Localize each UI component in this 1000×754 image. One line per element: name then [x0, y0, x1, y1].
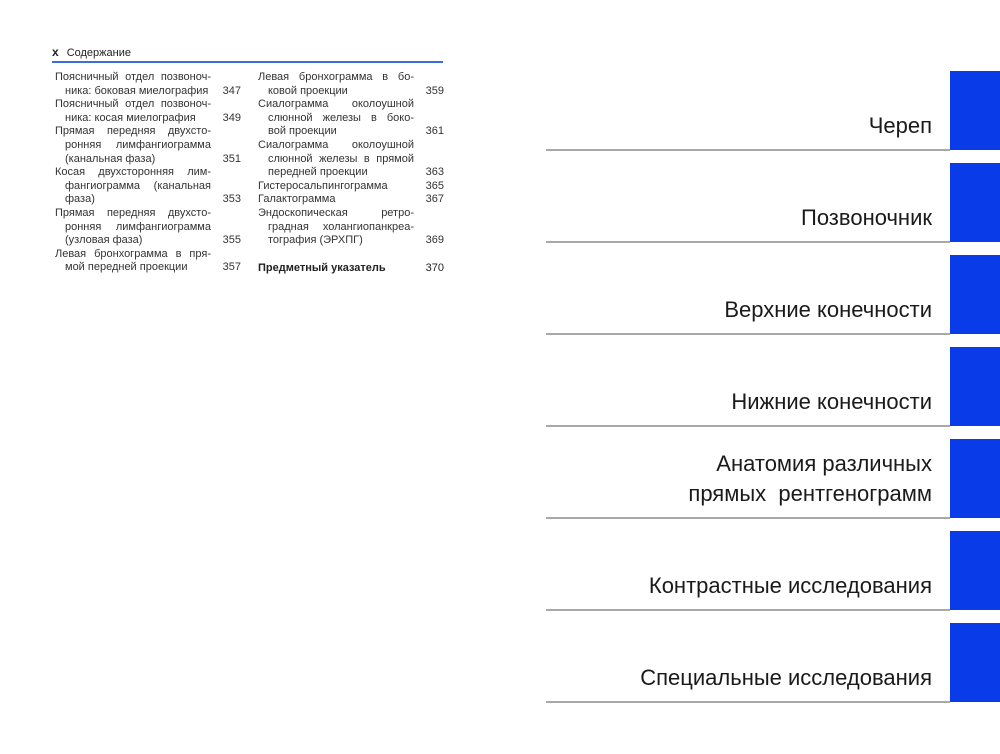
toc-entry-line: мой передней проекции	[65, 261, 188, 274]
section-title-line: Верхние конечности	[724, 297, 932, 322]
toc-entry[interactable]: Сиалограмма околоушной слюнной железы в п…	[258, 139, 444, 180]
toc-entry-index[interactable]: Предметный указатель 370	[258, 262, 444, 276]
toc-entry-line: Прямая передняя двухсто-	[55, 125, 211, 138]
section-title[interactable]: Верхние конечности	[546, 295, 950, 325]
toc-entry[interactable]: Косая двухсторонняя лим-фангиограмма (ка…	[55, 166, 241, 207]
section-rule	[546, 517, 950, 519]
section-rule	[546, 425, 950, 427]
toc-page-number: 353	[222, 193, 241, 206]
header-title: Содержание	[66, 47, 131, 59]
section-tab[interactable]	[950, 347, 1000, 426]
toc-entry-line: Косая двухсторонняя лим-	[55, 166, 211, 179]
toc-entry-line: Сиалограмма околоушной	[258, 98, 414, 111]
toc-entry-line: Предметный указатель	[258, 261, 386, 274]
toc-entry-line: Поясничный отдел позвоноч-	[55, 71, 211, 83]
toc-entry-line: (узловая фаза)	[65, 234, 143, 247]
toc-entry-line: слюнной железы в прямой	[268, 152, 414, 165]
running-header: x Содержание	[52, 45, 131, 59]
section-tab[interactable]	[950, 255, 1000, 334]
section-rule	[546, 149, 950, 151]
section-tab[interactable]	[950, 439, 1000, 518]
section-title-line: Контрастные исследования	[648, 573, 932, 598]
toc-entry-line: вой проекции	[268, 125, 337, 138]
toc-entry-line: Галактограмма	[258, 193, 336, 206]
toc-entry[interactable]: Эндоскопическая ретро-градная холангиопа…	[258, 207, 444, 248]
section-title[interactable]: Нижние конечности	[546, 387, 950, 417]
toc-entry-line: Гистеросальпингограмма	[258, 179, 388, 192]
section-tab[interactable]	[950, 531, 1000, 610]
section-rule	[546, 609, 950, 611]
section-rule	[546, 241, 950, 243]
toc-entry[interactable]: Поясничный отдел позвоноч-ника: боковая …	[55, 71, 241, 98]
toc-entry-line: Левая бронхограмма в бо-	[258, 71, 414, 83]
toc-page-number: 363	[425, 166, 444, 179]
section-rule	[546, 333, 950, 335]
toc-entry-line: ника: боковая миелография	[65, 84, 209, 97]
toc-entry-line: фангиограмма (канальная	[65, 179, 211, 192]
toc-entry-line: фаза)	[65, 193, 95, 206]
toc-entry-line: ника: косая миелография	[65, 111, 196, 124]
toc-entry[interactable]: Прямая передняя двухсто-ронняя лимфангио…	[55, 125, 241, 166]
toc-entry[interactable]: Прямая передняя двухсто-ронняя лимфангио…	[55, 207, 241, 248]
toc-entry[interactable]: Левая бронхограмма в бо-ковой проекции 35…	[258, 71, 444, 98]
toc-entry-line: ронняя лимфангиограмма	[65, 138, 211, 151]
toc-page-number: 351	[222, 152, 241, 165]
toc-entry-line: Эндоскопическая ретро-	[258, 206, 414, 219]
toc-page-number: 347	[222, 84, 241, 97]
toc-page-number: 361	[425, 125, 444, 138]
toc-column-right: Левая бронхограмма в бо-ковой проекции 35…	[258, 71, 444, 275]
section-tab[interactable]	[950, 623, 1000, 702]
toc-entry-line: градная холангиопанкреа-	[268, 220, 414, 233]
toc-entry-line: Прямая передняя двухсто-	[55, 206, 211, 219]
section-title[interactable]: Позвоночник	[546, 203, 950, 233]
section-tab[interactable]	[950, 163, 1000, 242]
toc-entry-line: Сиалограмма околоушной	[258, 138, 414, 151]
toc-page-number: 359	[425, 84, 444, 97]
toc-entry-line: слюнной железы в боко-	[268, 111, 414, 124]
page-number-roman: x	[52, 45, 59, 59]
toc-column-left: Поясничный отдел позвоноч-ника: боковая …	[55, 71, 241, 275]
toc-page-number: 367	[425, 193, 444, 206]
toc-entry[interactable]: Гистеросальпингограмма 365	[258, 180, 444, 194]
toc-entry-line: Левая бронхограмма в пря-	[55, 247, 211, 260]
toc-page-number: 355	[222, 234, 241, 247]
section-title-line: Череп	[868, 113, 932, 138]
toc-entry-line: тография (ЭРХПГ)	[268, 234, 363, 247]
toc-entry[interactable]: Поясничный отдел позвоноч-ника: косая ми…	[55, 98, 241, 125]
section-title-line: прямых рентгенограмм	[688, 481, 932, 506]
section-title-line: Специальные исследования	[640, 665, 932, 690]
section-title-line: Позвоночник	[801, 205, 932, 230]
header-rule	[52, 61, 443, 63]
section-title[interactable]: Специальные исследования	[546, 663, 950, 693]
section-title[interactable]: Анатомия различных прямых рентгенограмм	[546, 449, 950, 509]
section-tab[interactable]	[950, 71, 1000, 150]
toc-entry-line: ковой проекции	[268, 84, 348, 97]
toc-page-number: 365	[425, 179, 444, 192]
section-title-line: Нижние конечности	[731, 389, 932, 414]
section-title-line: Анатомия различных	[716, 451, 932, 476]
section-title[interactable]: Череп	[546, 111, 950, 141]
toc-entry-line: (канальная фаза)	[65, 152, 156, 165]
section-rule	[546, 701, 950, 703]
toc-page-number: 357	[222, 261, 241, 274]
toc-entry-line: передней проекции	[268, 166, 368, 179]
toc-entry-line: Поясничный отдел позвоноч-	[55, 98, 211, 111]
toc-page-number: 370	[425, 261, 444, 274]
toc-page-number: 349	[222, 111, 241, 124]
toc-entry[interactable]: Сиалограмма околоушной слюнной железы в б…	[258, 98, 444, 139]
section-title[interactable]: Контрастные исследования	[546, 571, 950, 601]
toc-entry[interactable]: Левая бронхограмма в пря-мой передней пр…	[55, 248, 241, 275]
toc-entry-line: ронняя лимфангиограмма	[65, 220, 211, 233]
toc-page-number: 369	[425, 234, 444, 247]
toc-entry[interactable]: Галактограмма 367	[258, 193, 444, 207]
